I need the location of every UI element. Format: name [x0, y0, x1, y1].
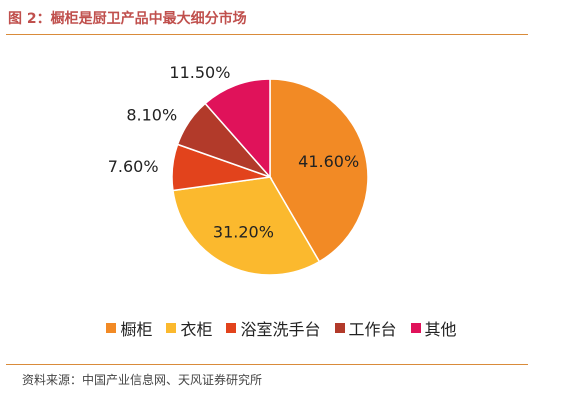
legend-label: 其他: [424, 320, 457, 339]
pie-data-label-5: 11.50%: [169, 63, 230, 82]
legend-swatch: [410, 323, 421, 333]
pie-labels: 41.60% 31.20% 7.60% 8.10% 11.50%: [108, 63, 359, 241]
bottom-divider: [6, 364, 528, 365]
pie-data-label-2: 31.20%: [213, 223, 274, 242]
legend-swatch: [334, 323, 345, 333]
pie-slice-5: [204, 78, 271, 179]
legend-swatch: [226, 323, 237, 333]
legend-swatch: [106, 323, 117, 333]
pie-slice-1: [269, 78, 369, 263]
figure-title: 图 2：橱柜是厨卫产品中最大细分市场: [8, 11, 247, 27]
legend-item-2: 衣柜: [166, 316, 212, 340]
pie-slices: [171, 78, 369, 276]
pie-data-label-4: 8.10%: [126, 105, 177, 124]
legend-item-4: 工作台: [334, 316, 397, 340]
chart-legend: 橱柜 衣柜 浴室洗手台 工作台 其他: [0, 316, 563, 340]
legend-item-5: 其他: [410, 316, 457, 340]
legend-swatch: [166, 323, 177, 333]
pie-data-label-3: 7.60%: [108, 157, 159, 176]
legend-label: 工作台: [348, 320, 397, 339]
source-note: 资料来源：中国产业信息网、天风证券研究所: [22, 373, 263, 387]
legend-label: 浴室洗手台: [240, 320, 321, 339]
pie-chart: 41.60% 31.20% 7.60% 8.10% 11.50%: [108, 63, 369, 276]
legend-item-1: 橱柜: [106, 316, 152, 340]
top-divider: [6, 34, 528, 35]
legend-item-3: 浴室洗手台: [226, 316, 321, 340]
pie-slice-2: [172, 176, 321, 276]
pie-data-label-1: 41.60%: [298, 152, 359, 171]
legend-label: 橱柜: [120, 320, 153, 339]
legend-label: 衣柜: [180, 320, 213, 339]
